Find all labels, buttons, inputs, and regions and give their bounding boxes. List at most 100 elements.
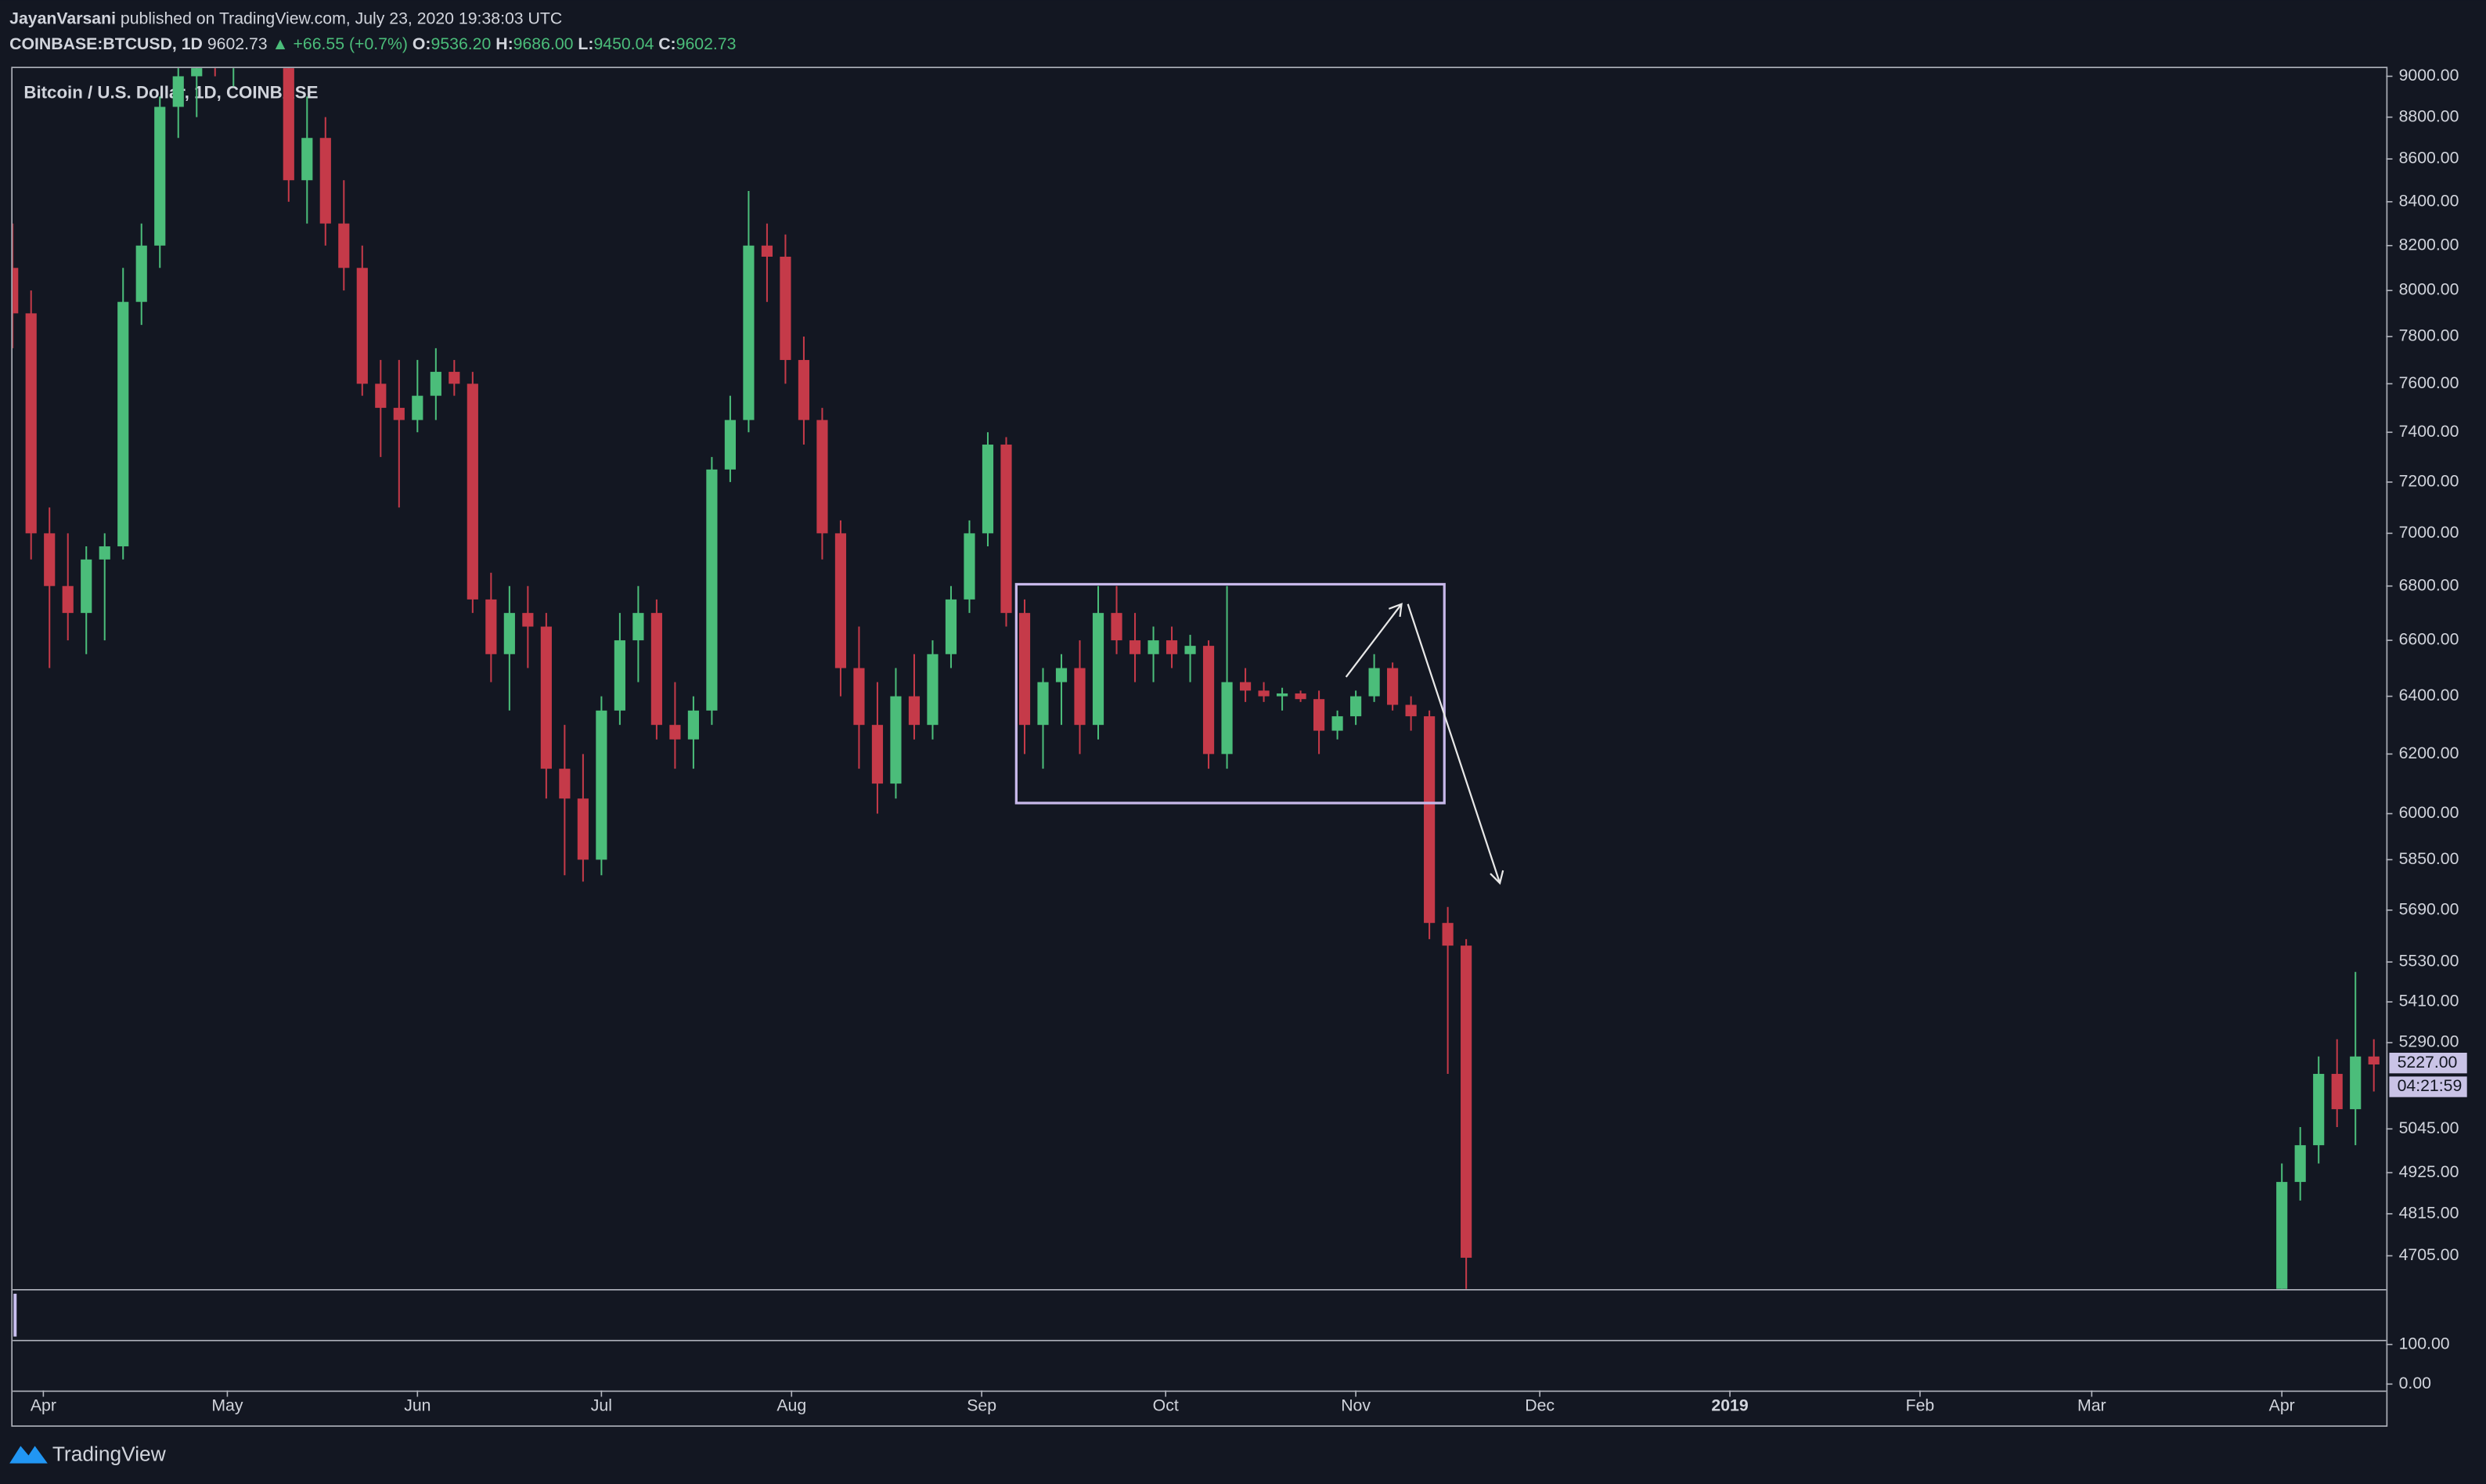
candle-body <box>577 798 589 860</box>
candle-body <box>540 626 552 769</box>
axes: 9000.00 8800.00 8600.00 8400.00 8200.00 8000.… <box>31 66 2459 1414</box>
y-tick-label: 5530.00 <box>2399 952 2459 971</box>
ohlc-value: 9536.20 <box>431 34 492 52</box>
candle-body <box>81 559 92 614</box>
ohlc-label: L: <box>578 34 593 52</box>
candle-body <box>338 223 350 268</box>
y-tick-label: 6200.00 <box>2399 744 2459 762</box>
x-tick-label: Nov <box>1341 1396 1371 1414</box>
candle-body <box>1239 682 1252 691</box>
change: ▲ +66.55 (+0.7%) <box>272 34 408 52</box>
candles <box>13 68 2380 1289</box>
candle-body <box>1166 640 1178 654</box>
published: published on TradingView.com, July 23, 2… <box>121 9 562 27</box>
candle-body <box>449 372 460 384</box>
drawing-rectangle <box>1014 582 1446 805</box>
candle-body <box>945 599 957 654</box>
brand: TradingView <box>52 1442 167 1465</box>
countdown: 04:21:59 <box>2398 1076 2463 1095</box>
y-tick-label: 4925.00 <box>2399 1162 2459 1181</box>
candle-body <box>1258 690 1270 697</box>
candle-body <box>1000 445 1012 614</box>
candle-body <box>430 372 441 396</box>
candle-body <box>2313 1074 2325 1146</box>
candle-body <box>706 469 718 711</box>
indicator-tick-label: 100.00 <box>2399 1334 2450 1353</box>
y-tick-label: 8800.00 <box>2399 106 2459 125</box>
y-tick-label: 8000.00 <box>2399 280 2459 299</box>
candle-body <box>467 384 478 600</box>
candle-body <box>871 725 884 784</box>
candle-body <box>2276 1182 2288 1289</box>
y-tick-label: 6800.00 <box>2399 575 2459 594</box>
candle-body <box>375 384 387 409</box>
candle-body <box>1202 646 1215 755</box>
candle-body <box>650 613 662 726</box>
candle-body <box>669 725 681 740</box>
chart-frame <box>11 67 2388 1427</box>
candle-body <box>13 268 19 314</box>
y-tick-label: 8600.00 <box>2399 149 2459 167</box>
y-tick-label: 7400.00 <box>2399 422 2459 441</box>
candle-body <box>522 613 534 627</box>
symbol: COINBASE:BTCUSD, 1D <box>9 34 203 52</box>
candle-body <box>559 769 571 799</box>
y-tick-label: 7600.00 <box>2399 373 2459 392</box>
y-tick-label: 7000.00 <box>2399 523 2459 542</box>
candle-body <box>834 533 847 668</box>
candle-body <box>356 268 368 384</box>
candle-body <box>632 613 644 641</box>
candle-body <box>743 245 755 420</box>
x-tick-label: Oct <box>1153 1396 1179 1414</box>
candle-body <box>1424 716 1436 924</box>
y-tick-label: 6400.00 <box>2399 686 2459 704</box>
y-tick-label: 9000.00 <box>2399 66 2459 85</box>
candle-body <box>1129 640 1141 654</box>
candle-body <box>1461 946 1472 1258</box>
candle-body <box>596 710 607 860</box>
last-price: 9602.73 <box>207 34 268 52</box>
candle-body <box>1313 699 1325 731</box>
ohlc-label: O: <box>413 34 431 52</box>
y-tick-label: 5290.00 <box>2399 1032 2459 1051</box>
x-tick-label: Sep <box>967 1396 996 1414</box>
candle-body <box>2331 1074 2343 1110</box>
ohlc-value: 9602.73 <box>676 34 737 52</box>
x-tick-label: Aug <box>776 1396 806 1414</box>
x-tick-label: Apr <box>2269 1396 2295 1414</box>
candle-body <box>614 640 625 711</box>
y-tick-label: 8400.00 <box>2399 191 2459 210</box>
author: JayanVarsani <box>9 9 116 27</box>
price-label: 5227.00 <box>2398 1053 2458 1072</box>
candle-body <box>1184 646 1196 654</box>
candle-body <box>301 138 313 181</box>
logo <box>9 1446 48 1464</box>
candle-body <box>1331 716 1343 731</box>
y-tick-label: 5045.00 <box>2399 1118 2459 1137</box>
candle-body <box>890 696 902 784</box>
y-tick-label: 6000.00 <box>2399 803 2459 822</box>
candle-body <box>687 710 699 740</box>
candle-body <box>982 445 994 534</box>
candle-body <box>99 546 110 560</box>
countdown-box <box>2389 1076 2467 1097</box>
candle-body <box>283 68 294 181</box>
y-tick-label: 4705.00 <box>2399 1245 2459 1264</box>
y-tick-label: 4815.00 <box>2399 1203 2459 1222</box>
candle-body <box>1018 613 1031 726</box>
x-tick-label: Apr <box>31 1396 56 1414</box>
candle-body <box>964 533 975 600</box>
candle-body <box>135 245 147 302</box>
candle-body <box>816 420 828 534</box>
x-tick-label: Jul <box>591 1396 612 1414</box>
ohlc-value: 9450.04 <box>593 34 654 52</box>
x-tick-label: Jun <box>404 1396 431 1414</box>
candle-body <box>853 668 865 726</box>
x-tick-label: Feb <box>1906 1396 1935 1414</box>
candle-body <box>393 408 405 420</box>
y-tick-label: 5850.00 <box>2399 849 2459 868</box>
candle-body <box>172 76 184 107</box>
candle-body <box>2350 1056 2362 1110</box>
